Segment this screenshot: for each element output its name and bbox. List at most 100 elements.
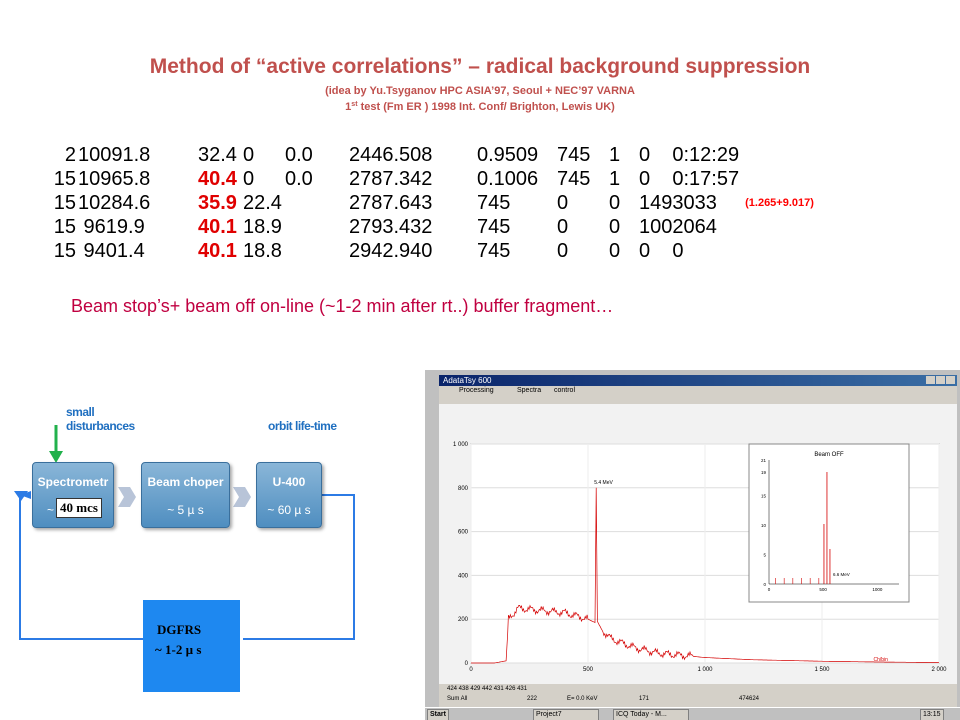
spectrometr-value: 40 mcs [56, 498, 102, 518]
event-table: 2 10091.8 32.4 0 0.0 2446.508 0.9509 745 1 0 0:12:… [46, 143, 814, 263]
cell-c5 [285, 239, 349, 263]
cell-c8: 0 [557, 215, 569, 238]
cell-c7: 0.1006 [477, 167, 539, 190]
loop-line-right [243, 494, 355, 640]
cell-c2: 9619.9 [78, 215, 145, 238]
y-tick-label: 400 [458, 573, 469, 579]
cell-c11: 3033 [672, 191, 717, 214]
inset-x-tick-label: 0 [768, 587, 771, 592]
cell-note: (1.265+9.017) [745, 197, 814, 209]
spectrum-series-line [471, 487, 940, 664]
menu-spectra[interactable]: Spectra [517, 387, 542, 394]
y-tick-label: 1 000 [453, 442, 469, 448]
window-titlebar: AdataTsy 600 [439, 375, 957, 386]
x-tick-label: 1 000 [697, 667, 713, 673]
cell-c8: 745 [557, 143, 591, 166]
cell-c11: 0 [672, 239, 684, 262]
inset-x-tick-label: 1000 [872, 587, 883, 592]
loop-arrow-left [20, 491, 31, 499]
cell-note [739, 239, 814, 263]
cell-c4: 22.4 [243, 191, 282, 214]
status-total: 474624 [739, 696, 760, 702]
cell-c3: 40.1 [198, 239, 237, 262]
taskbar-project7[interactable]: Project7 [533, 709, 599, 720]
inset-panel [748, 443, 910, 603]
table-row: 2 10091.8 32.4 0 0.0 2446.508 0.9509 745 1 0 0:12:… [46, 143, 814, 167]
y-tick-label: 600 [458, 530, 469, 536]
taskbar: Start Project7 ICQ Today - M... 13:15 [425, 707, 960, 720]
cell-c4: 18.8 [243, 239, 282, 262]
cell-c11: 0:12:29 [672, 143, 740, 166]
diagram-lines [14, 425, 355, 640]
cell-c5 [285, 191, 349, 215]
cell-c2: 10091.8 [78, 143, 151, 166]
small-label: small [66, 405, 95, 419]
cell-c10: 0 [639, 143, 651, 166]
x-tick-label: 500 [583, 667, 594, 673]
cell-c9: 0 [609, 191, 621, 214]
cell-c7: 745 [477, 215, 511, 238]
spectrometr-box: Spectrometr ~ [32, 462, 114, 528]
maximize-icon[interactable] [936, 376, 945, 384]
cell-c6: 2787.342 [349, 167, 433, 190]
cell-c10: 100 [639, 215, 673, 238]
x-tick-label: 0 [469, 667, 473, 673]
window-controls [926, 376, 955, 384]
close-icon[interactable] [946, 376, 955, 384]
status-sum: Sum All [447, 696, 468, 702]
subtitle2-post: test (Fm ER ) 1998 Int. Conf/ Brighton, … [357, 101, 615, 113]
inset-title: Beam OFF [814, 452, 844, 458]
cell-c2: 9401.4 [78, 239, 145, 262]
taskbar-clock: 13:15 [920, 709, 944, 720]
cell-c8: 0 [557, 191, 569, 214]
table-row: 15 9401.4 40.1 18.8 2942.940 745 0 0 0 0 [46, 239, 814, 263]
menu-processing[interactable]: Processing [459, 387, 494, 394]
slide-subtitle-2: 1st test (Fm ER ) 1998 Int. Conf/ Bright… [0, 101, 960, 113]
subtitle2-sup: st [351, 101, 358, 108]
beam-choper-title: Beam choper [147, 475, 224, 489]
disturbance-arrowhead [49, 451, 63, 463]
loop-line-left [19, 495, 143, 640]
cell-c7: 745 [477, 191, 511, 214]
cell-c5 [285, 215, 349, 239]
menu-control[interactable]: control [554, 387, 576, 394]
cell-c4: 0 [243, 167, 255, 190]
cell-c9: 0 [609, 215, 621, 238]
cell-note [739, 167, 814, 191]
status-bar: 424 438 429 442 431 426 431 Sum All 222 … [439, 684, 957, 708]
cell-c7: 745 [477, 239, 511, 262]
block-diagram: small disturbances orbit life-time Spect… [0, 395, 440, 695]
spectrum-window-screenshot: AdataTsy 600 Processing Spectra control … [425, 370, 960, 720]
minimize-icon[interactable] [926, 376, 935, 384]
arrow-1-2 [118, 487, 136, 507]
cell-c6: 2793.432 [349, 215, 433, 238]
inset-y-tick-label: 10 [761, 523, 767, 528]
table-row: 15 10284.6 35.9 22.4 2787.643 745 0 0 149 3033 (1.… [46, 191, 814, 215]
status-values: 424 438 429 442 431 426 431 [447, 686, 528, 692]
table-row: 15 9619.9 40.1 18.9 2793.432 745 0 0 100 2064 [46, 215, 814, 239]
status-energy: E= 0.0 KeV [567, 696, 598, 702]
inset-y-tick-label: 5 [763, 552, 766, 557]
cell-c4: 0 [243, 143, 255, 166]
inset-x-tick-label: 500 [819, 587, 827, 592]
cell-c9: 0 [609, 239, 621, 262]
cell-c4: 18.9 [243, 215, 282, 238]
start-button[interactable]: Start [427, 709, 449, 720]
beam-choper-box: Beam choper ~ 5 µ s [141, 462, 230, 528]
subtitle2-pre: 1 [345, 101, 352, 113]
cell-c2: 10965.8 [78, 167, 151, 190]
peak-label: 5.4 MeV [594, 480, 613, 486]
cell-c8: 745 [557, 167, 591, 190]
cell-c3: 40.1 [198, 215, 237, 238]
taskbar-icq[interactable]: ICQ Today - M... [613, 709, 689, 720]
inset-y-tick-label: 19 [761, 470, 767, 475]
inset-y-tick-label: 21 [761, 458, 767, 463]
menu-bar: Processing Spectra control [439, 386, 957, 395]
plot-area: 1 000 800 600 400 200 0 0 500 1 000 1 500 2 000 5.4… [439, 404, 957, 684]
small-disturbances-label: small disturbances [66, 405, 135, 433]
spectrometr-tilde: ~ [47, 503, 55, 517]
cell-c8: 0 [557, 239, 569, 262]
status-count: 222 [527, 696, 538, 702]
spectrometr-title: Spectrometr [37, 475, 109, 489]
